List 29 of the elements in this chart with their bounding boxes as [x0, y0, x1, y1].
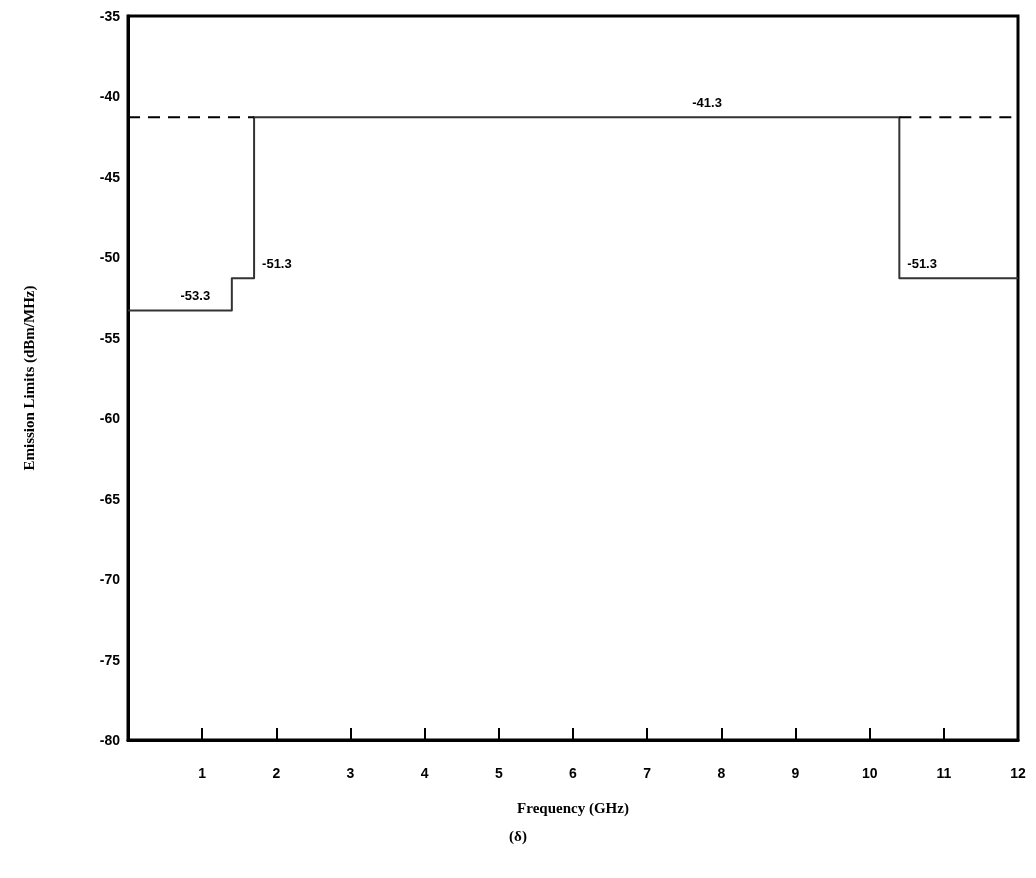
x-tick-label: 3 [346, 765, 355, 781]
annotation: -51.3 [262, 256, 292, 272]
annotation: -41.3 [692, 95, 722, 111]
x-tick-label: 9 [791, 765, 800, 781]
x-tick-label: 12 [1010, 765, 1026, 781]
y-tick-label: -45 [99, 168, 121, 185]
y-tick-label: -50 [99, 249, 121, 266]
y-tick-label: -75 [99, 651, 121, 668]
x-axis-title: Frequency (GHz) [517, 799, 629, 817]
y-tick-label: -55 [99, 329, 121, 346]
x-tick-label: 8 [717, 765, 726, 781]
x-tick-label: 5 [494, 765, 503, 781]
y-tick-label: -65 [99, 490, 121, 507]
x-tick-label: 2 [272, 765, 281, 781]
y-tick-label: -80 [99, 732, 121, 748]
x-tick-label: 7 [643, 765, 652, 781]
x-tick-label: 1 [198, 765, 207, 781]
text: (δ) [509, 827, 527, 845]
y-tick-label: -70 [99, 571, 121, 588]
x-tick-label: 4 [420, 765, 429, 781]
y-axis-title: Emission Limits (dBm/MHz) [20, 285, 38, 471]
y-tick-label: -60 [99, 410, 121, 427]
x-tick-label: 6 [569, 765, 578, 781]
x-tick-label: 11 [936, 765, 952, 781]
y-tick-label: -40 [99, 88, 121, 105]
annotation: -51.3 [907, 256, 937, 272]
y-tick-label: -35 [99, 8, 121, 24]
x-tick-label: 10 [861, 765, 878, 781]
annotation: -53.3 [180, 288, 211, 304]
